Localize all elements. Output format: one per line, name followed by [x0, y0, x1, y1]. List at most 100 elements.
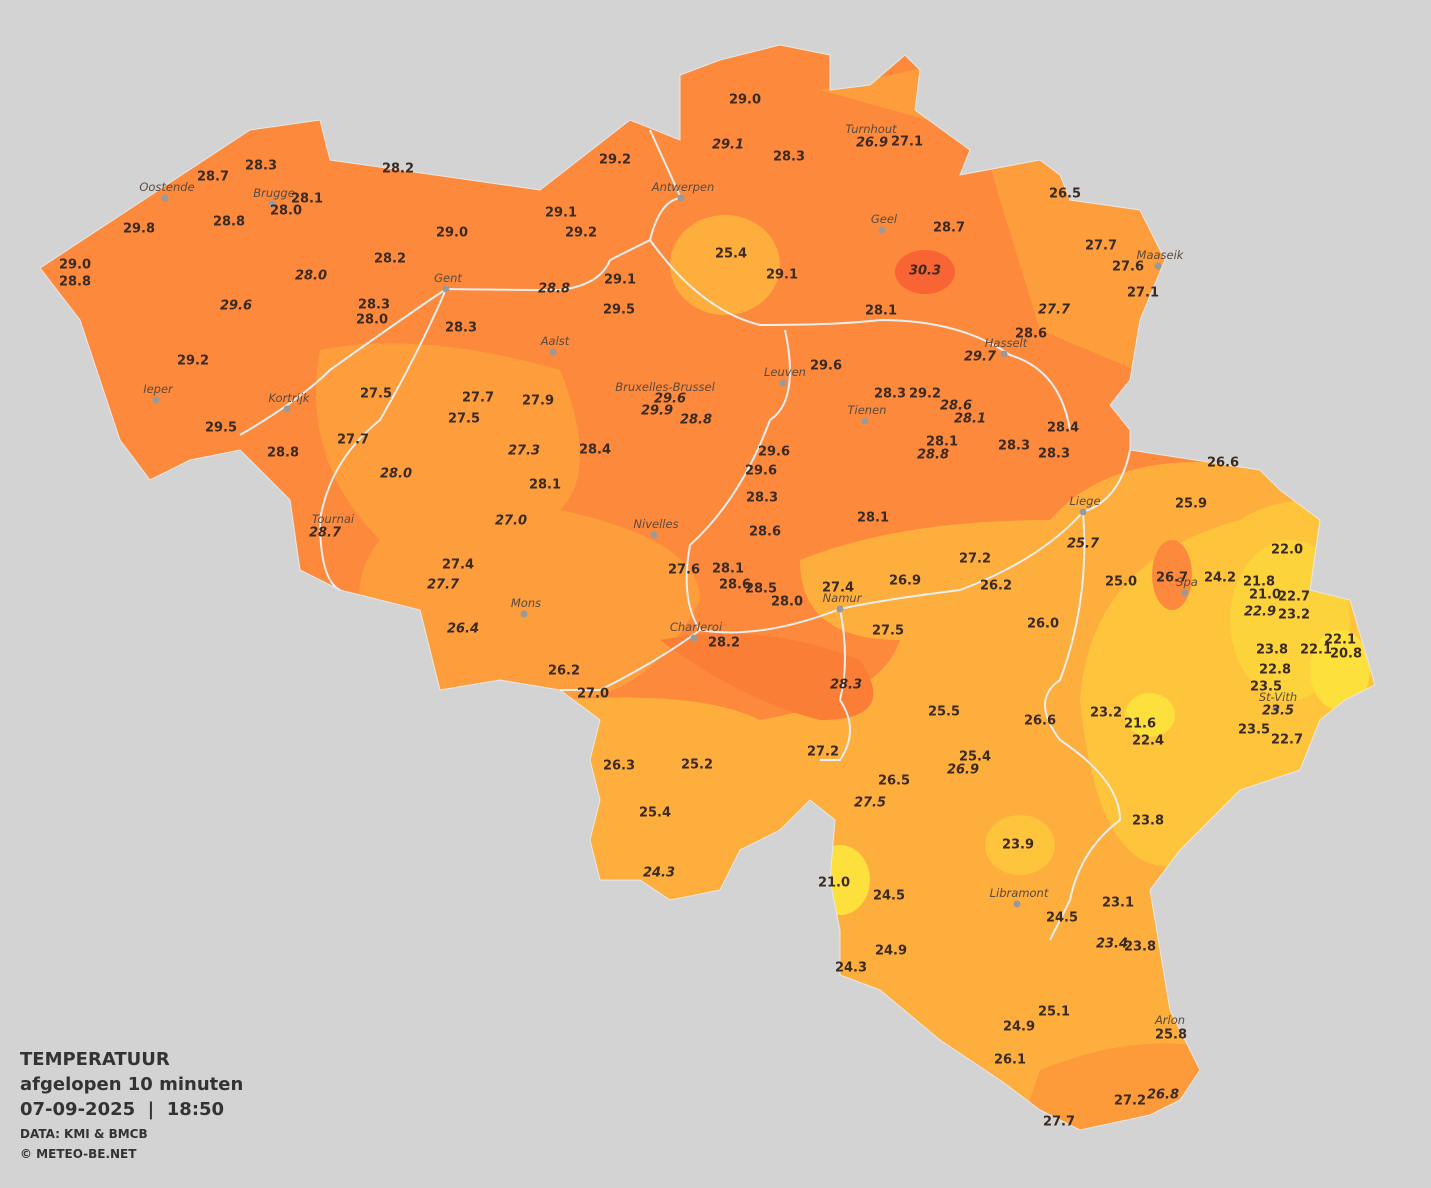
temperature-reading: 28.3: [998, 439, 1030, 454]
temperature-reading: 22.7: [1271, 733, 1303, 748]
temperature-reading: 30.3: [909, 264, 941, 279]
temperature-reading: 26.6: [1024, 714, 1056, 729]
temperature-reading: 28.0: [380, 467, 412, 482]
temperature-reading: 24.3: [643, 866, 675, 881]
city-label: Gent: [434, 271, 462, 285]
temperature-reading: 22.1: [1300, 643, 1332, 658]
temperature-reading: 28.1: [926, 435, 958, 450]
city-dot: [1079, 508, 1087, 516]
temperature-reading: 28.1: [529, 478, 561, 493]
temperature-reading: 27.4: [442, 558, 474, 573]
city-dot: [442, 285, 450, 293]
legend: TEMPERATUUR afgelopen 10 minuten 07-09-2…: [20, 1049, 243, 1161]
rivers: [239, 129, 1131, 941]
temperature-reading: 28.8: [267, 446, 299, 461]
cities: Oostende Brugge Antwerpen Turnhout Geel Maase…: [139, 122, 1297, 1027]
temperature-reading: 22.0: [1271, 543, 1303, 558]
temperature-reading: 23.8: [1132, 814, 1164, 829]
temperature-reading: 23.5: [1262, 704, 1294, 719]
temperature-reading: 23.5: [1238, 723, 1270, 738]
temperature-reading: 29.2: [909, 387, 941, 402]
readings: 28.328.728.229.229.029.128.326.9 27.128.1…: [59, 93, 1362, 1130]
temperature-reading: 25.4: [639, 806, 671, 821]
temperature-reading: 26.9: [947, 763, 979, 778]
temperature-reading: 28.3: [874, 387, 906, 402]
temperature-reading: 29.9: [641, 404, 673, 419]
temperature-reading: 23.9: [1002, 838, 1034, 853]
temperature-reading: 27.2: [807, 745, 839, 760]
city-label: Oostende: [139, 180, 194, 194]
temperature-reading: 28.2: [374, 252, 406, 267]
temperature-reading: 28.4: [1047, 421, 1079, 436]
temperature-reading: 25.8: [1155, 1028, 1187, 1043]
city-label: Leuven: [764, 365, 806, 379]
temperature-reading: 27.5: [448, 412, 480, 427]
temperature-reading: 23.8: [1124, 940, 1156, 955]
temperature-reading: 27.0: [577, 687, 609, 702]
temperature-reading: 29.6: [745, 464, 777, 479]
city-dot: [283, 405, 291, 413]
temperature-reading: 23.8: [1256, 643, 1288, 658]
city-label: Maaseik: [1137, 248, 1185, 262]
temperature-reading: 28.8: [59, 275, 91, 290]
temperature-reading: 27.7: [1043, 1115, 1075, 1130]
temperature-reading: 28.2: [708, 636, 740, 651]
temperature-reading: 22.9: [1244, 605, 1276, 620]
temperature-reading: 25.4: [715, 247, 747, 262]
city-label: Arlon: [1154, 1013, 1185, 1027]
city-label: Tienen: [848, 403, 887, 417]
temperature-reading: 24.3: [835, 961, 867, 976]
temperature-reading: 21.8: [1243, 575, 1275, 590]
temperature-reading: 27.2: [1114, 1094, 1146, 1109]
city-label: Mons: [511, 596, 541, 610]
temperature-reading: 26.6: [1207, 456, 1239, 471]
temperature-reading: 28.0: [771, 595, 803, 610]
city-label: St-Vith: [1259, 690, 1297, 704]
city-label: Antwerpen: [651, 180, 715, 194]
temperature-reading: 22.1: [1324, 633, 1356, 648]
city-dot: [650, 531, 658, 539]
temperature-reading: 29.0: [729, 93, 761, 108]
temperature-reading: 27.2: [959, 552, 991, 567]
city-dot: [520, 610, 528, 618]
city-label: Nivelles: [633, 517, 678, 531]
legend-timestamp: 07-09-2025 | 18:50: [20, 1099, 224, 1120]
city-label: Charleroi: [670, 620, 723, 634]
temperature-reading: 27.5: [854, 796, 886, 811]
temperature-reading: 28.8: [680, 413, 712, 428]
temperature-reading: 26.9: [856, 136, 888, 151]
city-label: Geel: [871, 212, 898, 226]
city-label: Ieper: [143, 382, 174, 396]
legend-source: DATA: KMI & BMCB: [20, 1127, 148, 1141]
temperature-reading: 28.4: [579, 443, 611, 458]
temperature-reading: 29.5: [205, 421, 237, 436]
temperature-reading: 27.6: [1112, 260, 1144, 275]
temperature-reading: 23.2: [1278, 608, 1310, 623]
temperature-reading: 28.0: [356, 313, 388, 328]
temperature-reading: 27.7: [1085, 239, 1117, 254]
temperature-reading: 28.7: [309, 526, 342, 541]
temperature-reading: 28.1: [291, 192, 323, 207]
legend-credit: © METEO-BE.NET: [20, 1147, 137, 1161]
temperature-reading: 27.1: [891, 135, 923, 150]
city-dot: [836, 605, 844, 613]
temperature-reading: 27.1: [1127, 286, 1159, 301]
temperature-reading: 23.2: [1090, 706, 1122, 721]
temperature-reading: 23.5: [1250, 680, 1282, 695]
temperature-reading: 29.6: [758, 445, 790, 460]
city-label: Kortrijk: [268, 391, 311, 405]
temperature-reading: 28.6: [940, 399, 972, 414]
temperature-reading: 27.6: [668, 563, 700, 578]
city-label: Namur: [823, 591, 863, 605]
temperature-reading: 28.3: [1038, 447, 1070, 462]
temperature-reading: 26.5: [878, 774, 910, 789]
temperature-reading: 24.9: [1003, 1020, 1035, 1035]
temperature-reading: 29.1: [712, 138, 744, 153]
city-label: Spa: [1176, 575, 1198, 589]
temperature-reading: 28.3: [358, 298, 390, 313]
temperature-reading: 26.9: [889, 574, 921, 589]
temperature-reading: 26.7: [1156, 571, 1188, 586]
temperature-reading: 28.3: [445, 321, 477, 336]
temperature-reading: 28.6: [1015, 327, 1047, 342]
temperature-reading: 27.7: [1038, 303, 1071, 318]
